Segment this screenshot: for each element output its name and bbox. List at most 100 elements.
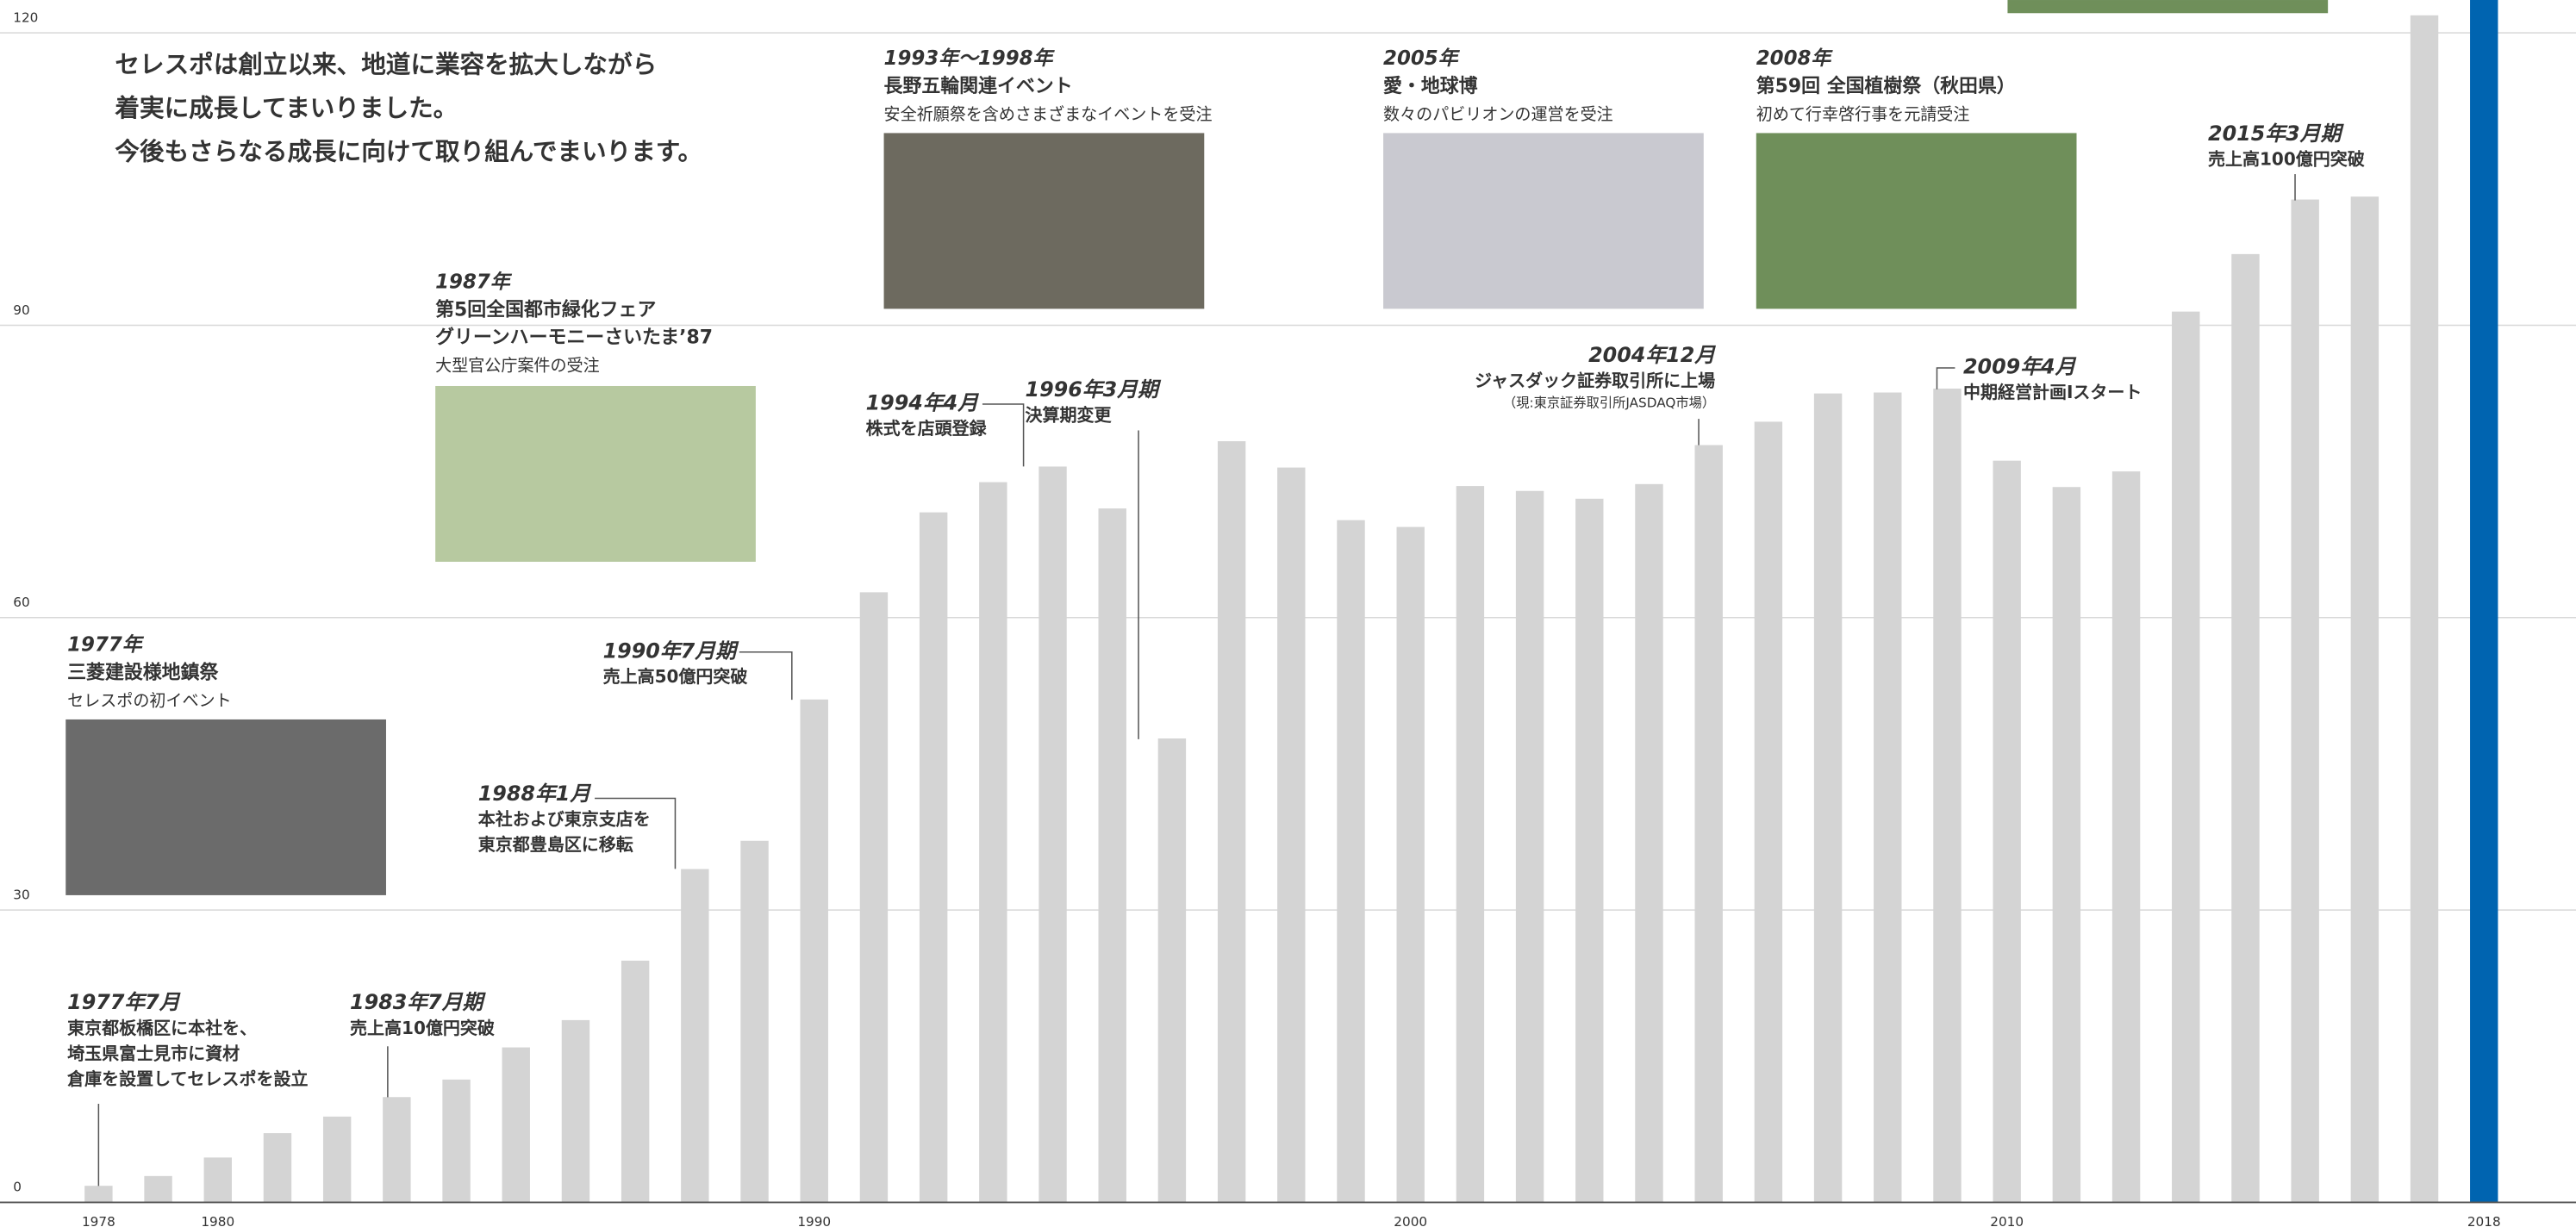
- bar: [2172, 312, 2199, 1203]
- event-note: セレスポの初イベント: [67, 691, 231, 710]
- bar: [2291, 200, 2318, 1203]
- event-date: 1987年: [435, 271, 513, 293]
- milestone-date: 1983年7月期: [350, 990, 486, 1014]
- x-tick-label: 1978: [82, 1214, 115, 1227]
- y-tick-label: 90: [13, 302, 29, 318]
- bar: [860, 592, 888, 1202]
- bar: [2470, 0, 2498, 1202]
- bar: [681, 869, 708, 1203]
- bar: [204, 1157, 232, 1202]
- bar: [84, 1186, 112, 1202]
- bar: [1814, 394, 1842, 1203]
- bar: [502, 1048, 530, 1203]
- intro-text: 今後もさらなる成長に向けて取り組んでまいります。: [115, 136, 702, 165]
- milestone-date: 1988年1月: [478, 782, 592, 806]
- x-tick-label: 1990: [797, 1214, 831, 1227]
- y-tick-label: 60: [13, 595, 29, 610]
- chart: 0 30 60 90 120 1978 1980 1990 2000 2010 2018 セレスポは創…: [0, 0, 2576, 1227]
- bar: [2351, 196, 2379, 1202]
- milestone-text: 株式を店頭登録: [866, 418, 988, 439]
- x-tick-label: 2018: [2467, 1214, 2501, 1227]
- bar: [562, 1020, 589, 1203]
- milestone-text: ジャスダック証券取引所に上場: [1475, 371, 1715, 391]
- milestone-text: 中期経営計画Ⅰスタート: [1963, 382, 2142, 402]
- milestone-note: （現:東京証券取引所JASDAQ市場）: [1503, 395, 1715, 410]
- event-title: 愛・地球博: [1383, 75, 1478, 97]
- bar: [801, 700, 828, 1203]
- bar: [1874, 392, 1901, 1202]
- milestone-date: 2009年4月: [1963, 355, 2077, 379]
- milestone-text: 売上高100億円突破: [2208, 148, 2365, 169]
- x-tick-label: 2010: [1990, 1214, 2024, 1227]
- y-tick-label: 0: [13, 1180, 22, 1195]
- bar: [1277, 468, 1305, 1203]
- intro-text: セレスポは創立以来、地道に業容を拡大しながら: [115, 49, 657, 78]
- photo: [884, 133, 1205, 308]
- bar: [323, 1117, 351, 1203]
- event-date: 1977年: [67, 634, 145, 657]
- event-note: 初めて行幸啓行事を元請受注: [1756, 105, 1970, 124]
- event-title: グリーンハーモニーさいたま’87: [435, 327, 713, 349]
- bar: [1337, 520, 1364, 1203]
- milestone-text: 埼玉県富士見市に資材: [67, 1043, 240, 1063]
- x-tick-label: 1980: [201, 1214, 234, 1227]
- photo: [65, 719, 386, 895]
- event-title: 第5回全国都市緑化フェア: [435, 298, 656, 321]
- milestone-text: 売上高50億円突破: [603, 666, 748, 687]
- event-note: 数々のパビリオンの運営を受注: [1383, 105, 1613, 124]
- bar: [1397, 527, 1425, 1203]
- photo: [2007, 0, 2328, 13]
- bar: [740, 841, 768, 1203]
- milestone-text: 東京都豊島区に移転: [478, 834, 633, 855]
- bar: [1993, 461, 2020, 1203]
- event-title: 第59回 全国植樹祭（秋田県）: [1756, 75, 2016, 97]
- milestone-date: 1990年7月期: [603, 638, 739, 663]
- milestone-date: 1977年7月: [67, 990, 181, 1014]
- milestone-date: 1996年3月期: [1025, 377, 1161, 402]
- bar: [144, 1176, 172, 1203]
- bar: [1755, 421, 1782, 1202]
- bar: [1158, 738, 1186, 1202]
- bar: [2053, 487, 2080, 1202]
- bar: [1694, 445, 1722, 1203]
- bar: [1039, 466, 1066, 1202]
- x-tick-label: 2000: [1394, 1214, 1427, 1227]
- leader-line: [982, 404, 1024, 466]
- event-note: 大型官公庁案件の受注: [435, 357, 599, 376]
- bar: [383, 1097, 410, 1202]
- milestone-date: 1994年4月: [866, 390, 980, 414]
- milestone-date: 2004年12月: [1588, 343, 1716, 367]
- bar: [1933, 389, 1961, 1202]
- milestone-text: 売上高10億円突破: [350, 1018, 495, 1038]
- bar: [442, 1080, 470, 1203]
- event-title: 長野五輪関連イベント: [884, 75, 1073, 97]
- milestone-text: 東京都板橋区に本社を、: [67, 1018, 257, 1038]
- leader-line: [1937, 368, 1955, 389]
- intro-text: 着実に成長してまいりました。: [114, 93, 458, 122]
- photo: [1383, 133, 1704, 308]
- bar: [1516, 491, 1544, 1203]
- bar: [1218, 441, 1245, 1202]
- bar: [621, 961, 649, 1202]
- event-title: 三菱建設様地鎮祭: [67, 662, 219, 684]
- event-date: 2005年: [1383, 47, 1461, 70]
- bar: [2112, 471, 2140, 1202]
- bar: [2411, 16, 2438, 1203]
- event-date: 2008年: [1756, 47, 1834, 70]
- photo: [1756, 133, 2077, 308]
- bar: [979, 483, 1007, 1203]
- bar: [1456, 486, 1484, 1202]
- bar: [1635, 484, 1662, 1203]
- y-tick-label: 30: [13, 887, 29, 902]
- bar: [264, 1133, 291, 1202]
- y-tick-label: 120: [13, 9, 38, 25]
- page: 0 30 60 90 120 1978 1980 1990 2000 2010 2018 セレスポは創…: [0, 0, 2576, 1227]
- milestone-text: 決算期変更: [1025, 405, 1112, 426]
- event-date: 1993年～1998年: [884, 47, 1056, 70]
- milestone-text: 本社および東京支店を: [478, 809, 651, 830]
- bar: [1575, 499, 1603, 1203]
- bar: [2231, 254, 2259, 1203]
- milestone-text: 倉庫を設置してセレスポを設立: [66, 1068, 308, 1089]
- bar: [920, 513, 947, 1203]
- event-note: 安全祈願祭を含めさまざまなイベントを受注: [884, 104, 1213, 124]
